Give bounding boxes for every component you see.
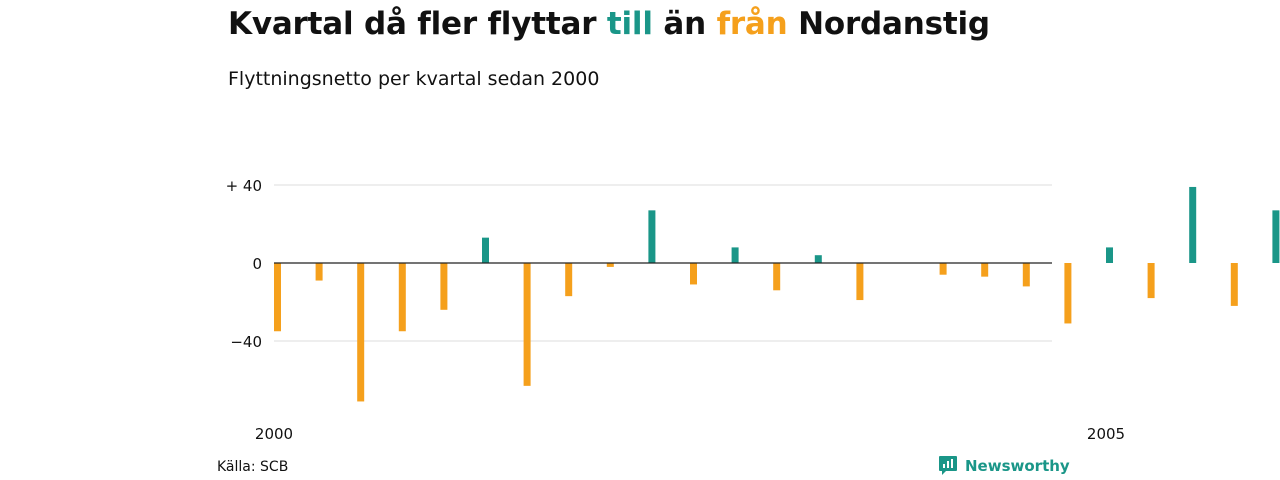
bar (357, 263, 365, 402)
bars (274, 186, 1280, 402)
chart-title: Kvartal då fler flyttar till än från Nor… (228, 6, 990, 42)
bar (482, 237, 489, 263)
title-part-2: än (652, 6, 717, 42)
bar (1064, 263, 1072, 324)
bar (523, 263, 531, 386)
bar (1272, 210, 1280, 263)
bar (731, 247, 739, 263)
y-tick-label: 0 (252, 255, 262, 273)
x-tick-label: 2000 (255, 425, 293, 443)
bar (814, 255, 822, 263)
bar (690, 263, 697, 285)
title-in-word: till (606, 6, 653, 42)
title-out-word: från (716, 6, 788, 42)
bar (648, 210, 656, 263)
bar (856, 263, 864, 301)
bar (398, 263, 406, 332)
bar (981, 263, 989, 277)
title-part-1: Kvartal då fler flyttar (228, 6, 607, 42)
bar (1230, 263, 1238, 306)
bar (1022, 263, 1030, 287)
bar (939, 263, 947, 275)
bar (606, 263, 614, 267)
axes: + 400−4020002005201020152020 (226, 177, 1126, 443)
bar-chart: + 400−4020002005201020152020 (226, 177, 1280, 443)
bar (1106, 247, 1113, 263)
bar (773, 263, 781, 291)
x-tick-label: 2005 (1087, 425, 1125, 443)
y-tick-label: + 40 (226, 177, 262, 195)
bar (565, 263, 573, 297)
title-part-3: Nordanstig (787, 6, 990, 42)
bar (1189, 186, 1197, 263)
y-tick-label: −40 (230, 333, 262, 351)
bar (274, 263, 281, 332)
bar (315, 263, 323, 281)
bar (1147, 263, 1155, 299)
brand-name: Newsworthy (965, 456, 1070, 475)
brand-logo: Newsworthy (938, 455, 1070, 476)
gridlines (274, 184, 1052, 342)
newsworthy-logo-icon (939, 456, 957, 475)
chart-subtitle: Flyttningsnetto per kvartal sedan 2000 (228, 68, 600, 90)
bar (440, 263, 448, 310)
source-note: Källa: SCB (217, 459, 289, 475)
